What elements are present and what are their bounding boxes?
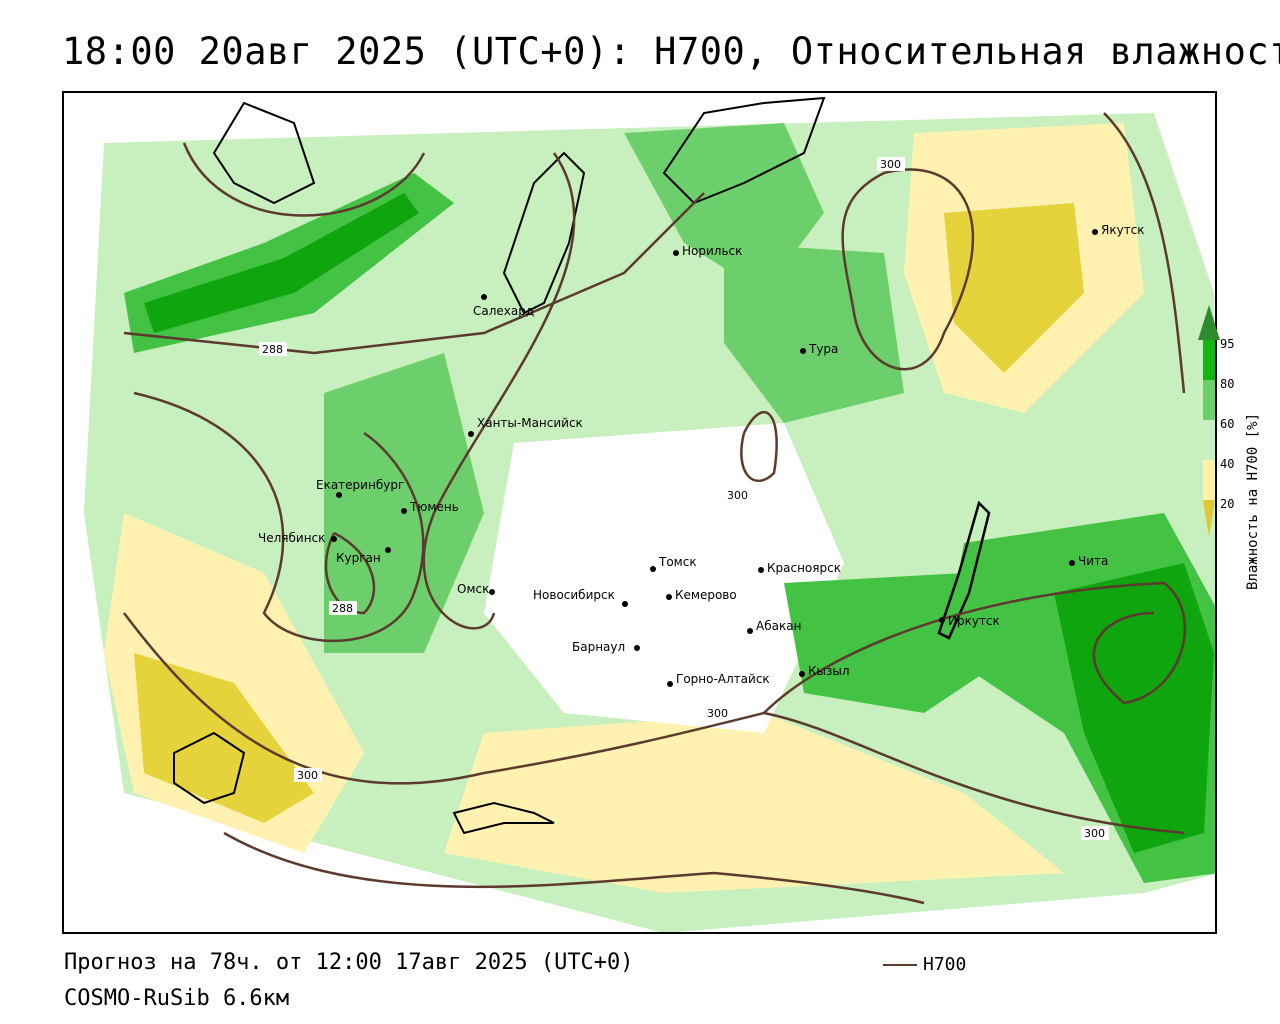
h700-contours bbox=[123, 112, 1187, 905]
city-label-chelyabinsk: Челябинск bbox=[258, 531, 325, 545]
city-dot bbox=[666, 594, 672, 600]
city-dot bbox=[622, 601, 628, 607]
city-markers: Норильск Салехард Тура Якутск Ханты-Манс… bbox=[258, 223, 1145, 687]
city-label-norilsk: Норильск bbox=[682, 244, 742, 258]
city-label-chita: Чита bbox=[1078, 554, 1108, 568]
city-dot bbox=[1092, 229, 1098, 235]
city-label-irkutsk: Иркутск bbox=[948, 614, 1000, 628]
city-dot bbox=[673, 250, 679, 256]
weather-map: 288 300 300 288 300 300 300 Норильск Сал… bbox=[62, 91, 1217, 934]
city-dot bbox=[800, 348, 806, 354]
city-dot bbox=[489, 589, 495, 595]
legend-label: H700 bbox=[923, 954, 967, 975]
city-dot bbox=[401, 508, 407, 514]
lake-baikal bbox=[937, 500, 991, 640]
city-dot bbox=[758, 567, 764, 573]
colorbar-tick-80: 80 bbox=[1220, 377, 1235, 391]
forecast-info: Прогноз на 78ч. от 12:00 17авг 2025 (UTC… bbox=[64, 950, 634, 975]
coastline-taymyr bbox=[662, 96, 826, 205]
coastline-yamal bbox=[502, 151, 586, 315]
city-label-khanty-mansiysk: Ханты-Мансийск bbox=[477, 416, 583, 430]
model-name: COSMO-RuSib 6.6км bbox=[64, 986, 290, 1011]
dark-green-band-northwest bbox=[144, 193, 419, 333]
colorbar-tick-60: 60 bbox=[1220, 417, 1235, 431]
colorbar-title: Влажность на H700 [%] bbox=[1245, 412, 1261, 590]
yellow-field-south bbox=[444, 713, 1064, 893]
green-patch-baikal bbox=[784, 573, 1014, 713]
yellow-field-east-dark bbox=[944, 203, 1084, 373]
city-dot bbox=[481, 294, 487, 300]
city-label-ekaterinburg: Екатеринбург bbox=[316, 478, 404, 492]
humidity-colorbar bbox=[1198, 305, 1220, 537]
city-label-novosibirsk: Новосибирск bbox=[533, 588, 615, 602]
colorbar-tick-95: 95 bbox=[1220, 337, 1235, 351]
city-dot bbox=[634, 645, 640, 651]
city-label-abakan: Абакан bbox=[756, 619, 801, 633]
coastline-kola bbox=[212, 101, 316, 205]
dark-green-patch-east bbox=[1054, 563, 1214, 853]
contour-label-300-c: 300 bbox=[707, 707, 728, 720]
city-dot bbox=[331, 536, 337, 542]
city-label-yakutsk: Якутск bbox=[1101, 223, 1145, 237]
city-dot bbox=[747, 628, 753, 634]
city-label-tyumen: Тюмень bbox=[409, 500, 459, 514]
contour-label-300-d: 300 bbox=[297, 769, 318, 782]
green-patch-tura bbox=[724, 243, 904, 423]
contour-legend: H700 bbox=[883, 954, 966, 975]
city-label-gorno-altaysk: Горно-Алтайск bbox=[676, 672, 770, 686]
contour-label-288-b: 288 bbox=[332, 602, 353, 615]
coastline-caspian bbox=[173, 731, 246, 805]
city-label-tomsk: Томск bbox=[658, 555, 697, 569]
contour-label-300-e: 300 bbox=[1084, 827, 1105, 840]
city-label-omsk: Омск bbox=[457, 582, 489, 596]
contour-label-group: 288 300 300 288 300 300 300 bbox=[259, 157, 1109, 840]
city-label-kemerovo: Кемерово bbox=[675, 588, 737, 602]
yellow-field-west-dark bbox=[134, 653, 314, 823]
city-dot bbox=[336, 492, 342, 498]
city-label-barnaul: Барнаул bbox=[572, 640, 625, 654]
contour-label-300-a: 300 bbox=[880, 158, 901, 171]
legend-line-icon bbox=[883, 964, 917, 966]
map-title: 18:00 20авг 2025 (UTC+0): H700, Относите… bbox=[62, 30, 1280, 73]
contour-label-300-b: 300 bbox=[727, 489, 748, 502]
green-patch-ural bbox=[324, 353, 484, 653]
colorbar-tick-20: 20 bbox=[1220, 497, 1235, 511]
colorbar-tick-40: 40 bbox=[1220, 457, 1235, 471]
map-canvas: 288 300 300 288 300 300 300 Норильск Сал… bbox=[64, 93, 1215, 932]
contour-label-288-a: 288 bbox=[262, 343, 283, 356]
city-label-salekhard: Салехард bbox=[473, 304, 534, 318]
city-dot bbox=[650, 566, 656, 572]
city-dot bbox=[667, 681, 673, 687]
city-dot bbox=[385, 547, 391, 553]
city-label-krasnoyarsk: Красноярск bbox=[767, 561, 841, 575]
city-label-kurgan: Курган bbox=[336, 551, 381, 565]
city-label-tura: Тура bbox=[808, 342, 838, 356]
city-dot bbox=[799, 671, 805, 677]
city-dot bbox=[939, 617, 945, 623]
city-label-kyzyl: Кызыл bbox=[808, 664, 850, 678]
city-dot bbox=[468, 431, 474, 437]
lake-balkhash bbox=[452, 801, 555, 835]
white-field-center bbox=[484, 423, 844, 733]
city-dot bbox=[1069, 560, 1075, 566]
